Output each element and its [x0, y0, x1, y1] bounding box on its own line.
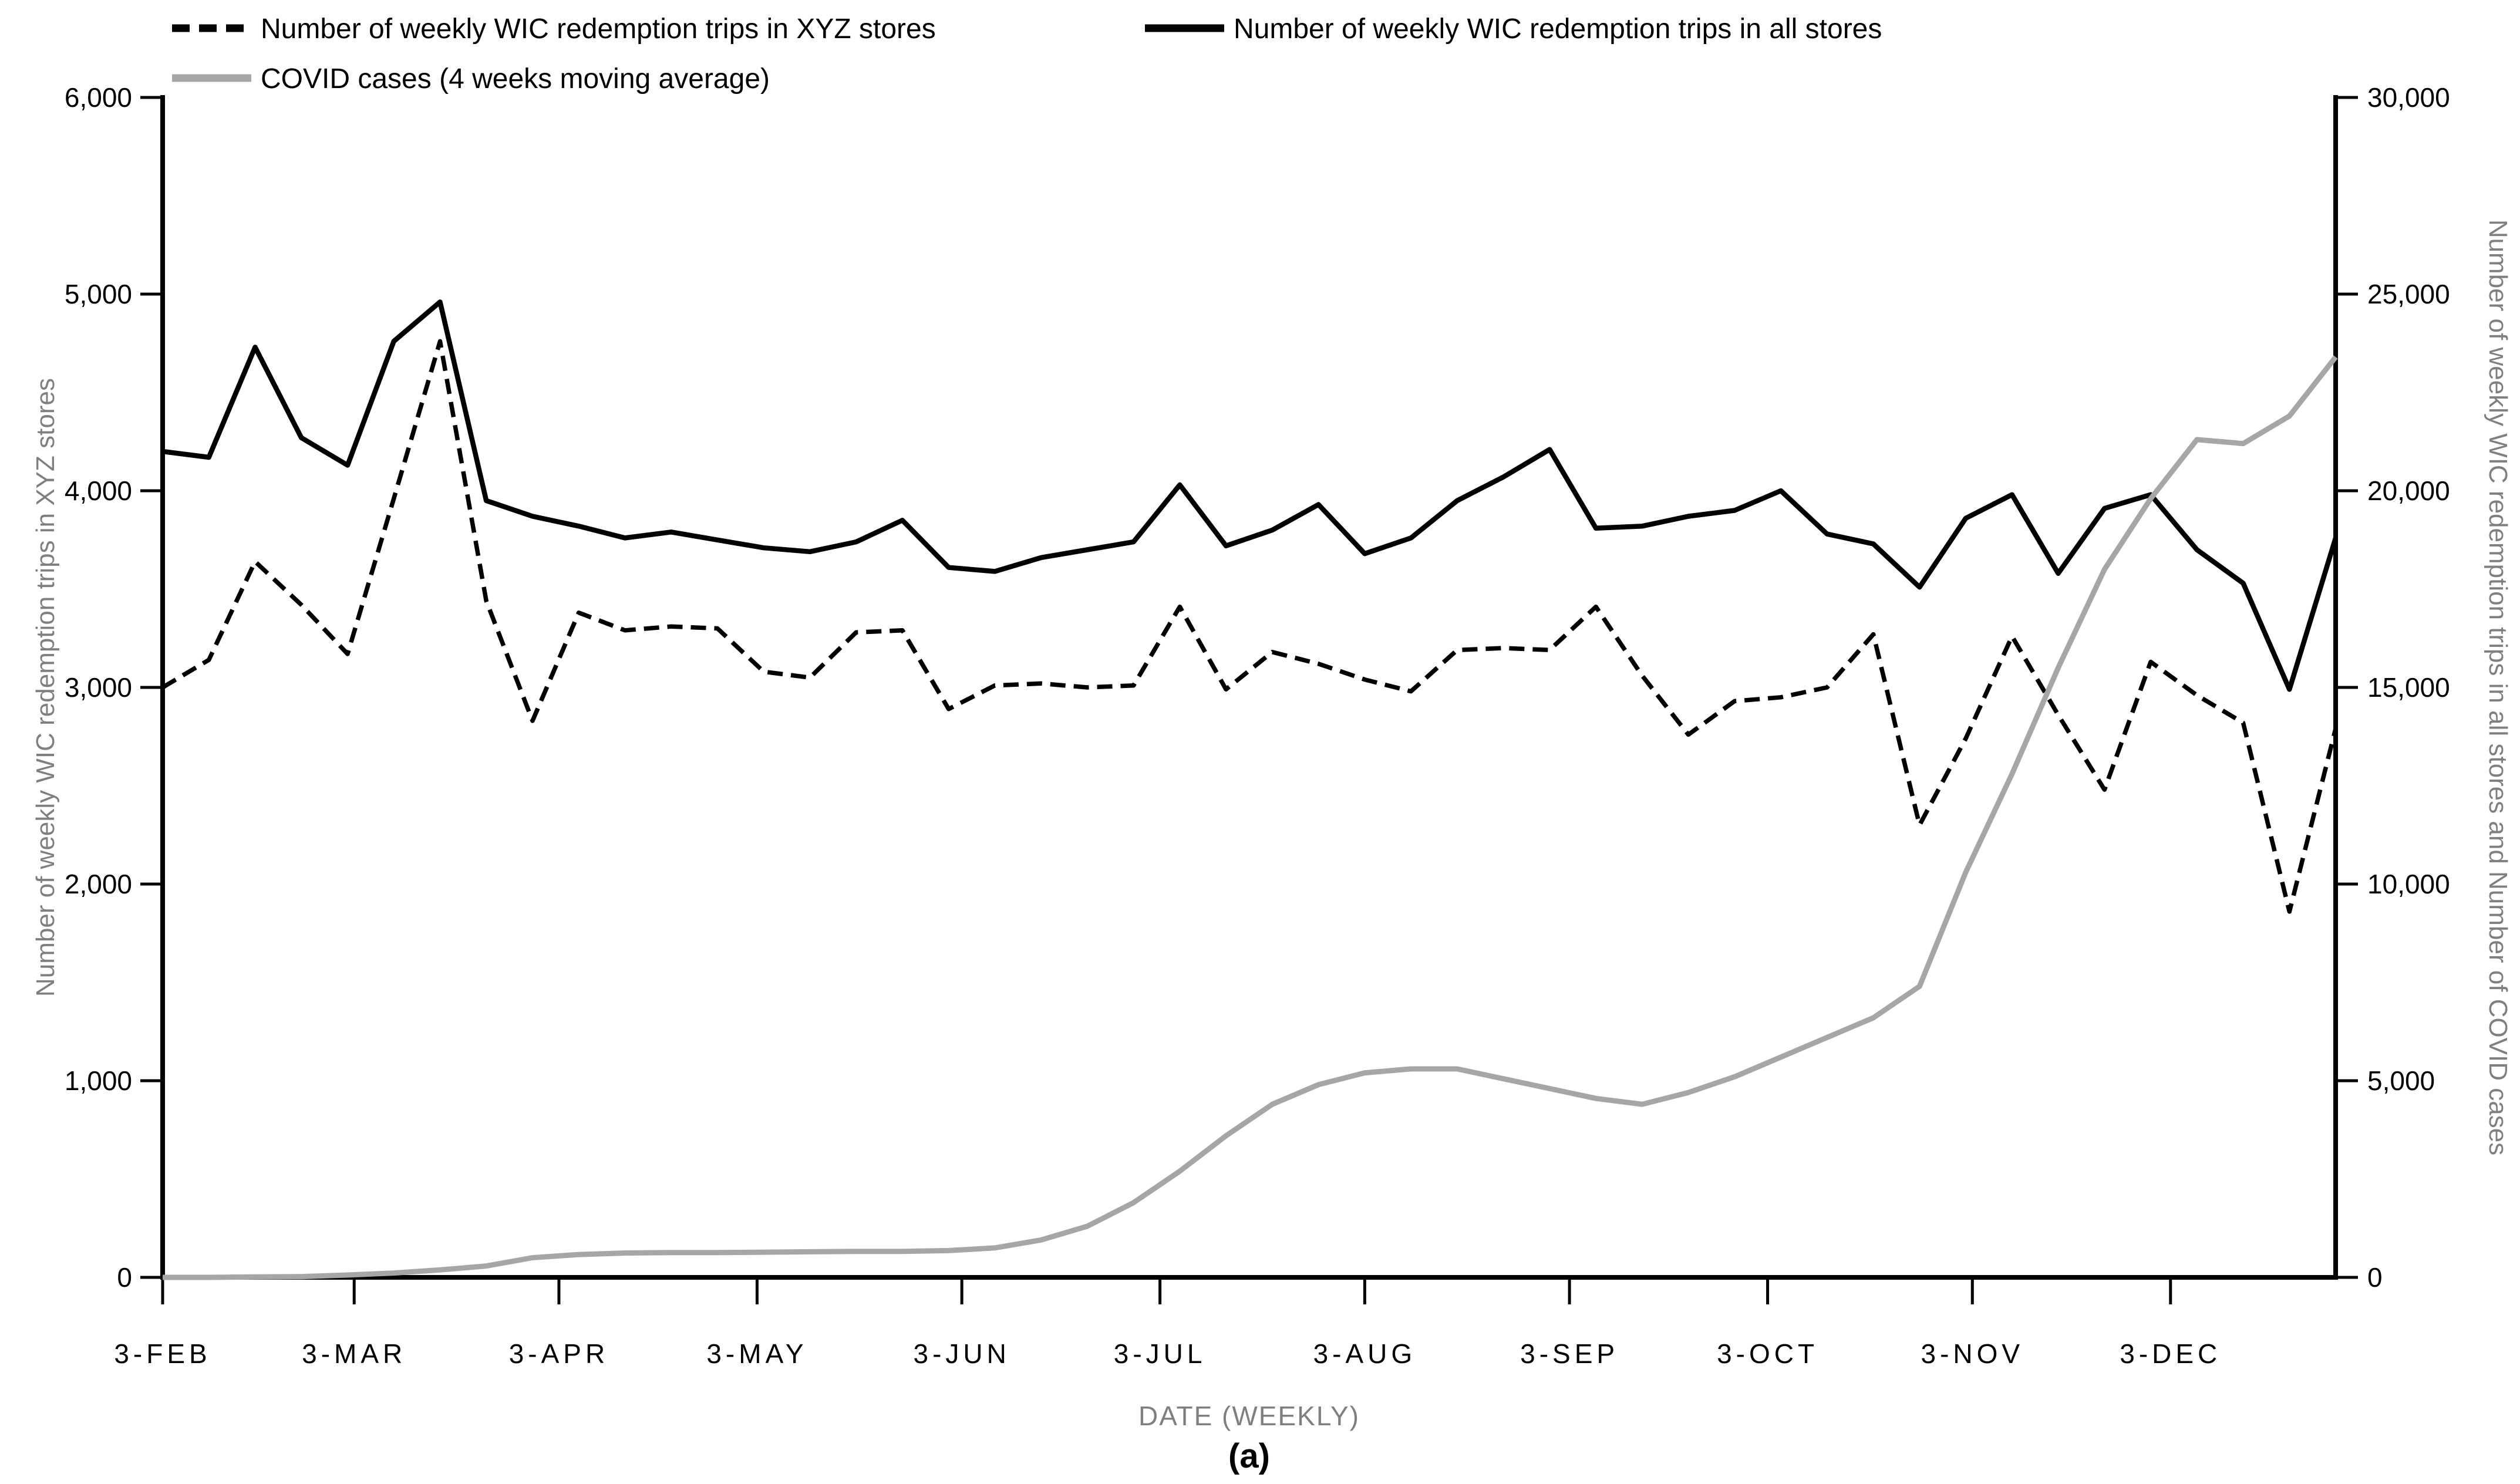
x-tick-label: 3-MAR — [302, 1338, 406, 1369]
legend-item-all: Number of weekly WIC redemption trips in… — [1145, 14, 1882, 45]
legend-item-xyz: Number of weekly WIC redemption trips in… — [172, 14, 936, 45]
y-right-tick-label: 15,000 — [2367, 672, 2450, 703]
legend-label-all: Number of weekly WIC redemption trips in… — [1234, 14, 1882, 45]
x-tick-label: 3-JUL — [1114, 1338, 1207, 1369]
legend-label-xyz: Number of weekly WIC redemption trips in… — [261, 14, 936, 45]
y-left-tick-label: 1,000 — [65, 1065, 132, 1096]
legend-item-covid: COVID cases (4 weeks moving average) — [172, 63, 770, 95]
y-left-tick-label: 2,000 — [65, 869, 132, 899]
x-tick-label: 3-APR — [509, 1338, 609, 1369]
y-right-tick-label: 0 — [2367, 1262, 2383, 1293]
y-right-tick-label: 30,000 — [2367, 82, 2450, 113]
series-all-stores-line — [162, 299, 2339, 692]
series-xyz-stores-line — [161, 339, 2338, 914]
series-covid-cases-line — [163, 355, 2338, 1280]
y-right-tick-label: 20,000 — [2367, 475, 2450, 506]
y-left-tick-label: 4,000 — [65, 475, 132, 506]
figure-caption: (a) — [1228, 1437, 1270, 1475]
legend-label-covid: COVID cases (4 weeks moving average) — [261, 63, 770, 95]
x-tick-label: 3-AUG — [1313, 1338, 1417, 1369]
y-right-tick-label: 5,000 — [2367, 1065, 2435, 1096]
x-tick-label: 3-DEC — [2120, 1338, 2221, 1369]
x-axis-title: DATE (WEEKLY) — [1138, 1401, 1360, 1431]
y-axis-right-title: Number of weekly WIC redemption trips in… — [2484, 220, 2512, 1155]
x-tick-label: 3-FEB — [114, 1338, 211, 1369]
x-tick-label: 3-SEP — [1520, 1338, 1619, 1369]
y-axis-left-title: Number of weekly WIC redemption trips in… — [31, 378, 60, 997]
y-left-tick-label: 5,000 — [65, 279, 132, 309]
x-tick-label: 3-MAY — [706, 1338, 807, 1369]
x-tick-label: 3-NOV — [1921, 1338, 2024, 1369]
y-left-tick-label: 0 — [117, 1262, 132, 1293]
y-left-tick-label: 3,000 — [65, 672, 132, 703]
y-left-tick-label: 6,000 — [65, 82, 132, 113]
x-tick-label: 3-OCT — [1717, 1338, 1818, 1369]
y-right-tick-label: 25,000 — [2367, 279, 2450, 309]
y-right-tick-label: 10,000 — [2367, 869, 2450, 899]
x-tick-label: 3-JUN — [913, 1338, 1010, 1369]
